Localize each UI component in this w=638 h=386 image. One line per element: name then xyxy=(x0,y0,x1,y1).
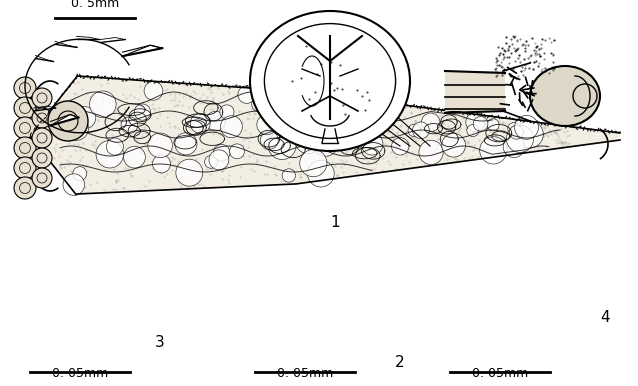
Text: 1: 1 xyxy=(330,215,339,230)
Ellipse shape xyxy=(530,66,600,126)
Circle shape xyxy=(205,156,218,168)
FancyBboxPatch shape xyxy=(445,71,505,111)
Circle shape xyxy=(144,81,163,100)
Circle shape xyxy=(374,102,396,124)
Circle shape xyxy=(14,177,36,199)
Circle shape xyxy=(345,121,364,140)
Circle shape xyxy=(282,169,295,182)
Circle shape xyxy=(32,168,52,188)
Circle shape xyxy=(124,146,145,168)
Circle shape xyxy=(107,138,123,155)
Circle shape xyxy=(348,122,366,139)
Circle shape xyxy=(473,116,488,131)
Circle shape xyxy=(419,140,443,164)
Text: 0. 05mm: 0. 05mm xyxy=(277,367,333,380)
Circle shape xyxy=(32,128,52,148)
Circle shape xyxy=(503,136,524,157)
Ellipse shape xyxy=(250,11,410,151)
Text: 0. 05mm: 0. 05mm xyxy=(52,367,108,380)
Circle shape xyxy=(14,97,36,119)
Circle shape xyxy=(220,105,234,119)
Circle shape xyxy=(32,108,52,128)
Circle shape xyxy=(392,138,409,155)
Circle shape xyxy=(190,113,210,133)
Circle shape xyxy=(366,120,380,135)
Circle shape xyxy=(63,174,85,195)
Circle shape xyxy=(175,133,197,155)
Circle shape xyxy=(96,141,124,168)
Text: 3: 3 xyxy=(155,335,165,350)
Text: 0. 05mm: 0. 05mm xyxy=(472,367,528,380)
Circle shape xyxy=(176,159,203,186)
Circle shape xyxy=(422,113,440,132)
Circle shape xyxy=(238,86,255,103)
Text: 2: 2 xyxy=(395,355,404,370)
Circle shape xyxy=(230,144,244,159)
Circle shape xyxy=(487,119,499,131)
Circle shape xyxy=(466,113,485,132)
Circle shape xyxy=(14,157,36,179)
Circle shape xyxy=(14,117,36,139)
Polygon shape xyxy=(122,45,163,56)
Circle shape xyxy=(510,125,523,139)
Circle shape xyxy=(515,115,538,139)
Circle shape xyxy=(358,121,371,134)
Circle shape xyxy=(148,133,172,157)
Circle shape xyxy=(32,88,52,108)
Circle shape xyxy=(332,109,346,123)
Circle shape xyxy=(257,115,277,135)
Polygon shape xyxy=(30,76,620,195)
Circle shape xyxy=(480,137,507,164)
Circle shape xyxy=(260,131,278,149)
Circle shape xyxy=(309,137,322,150)
Circle shape xyxy=(206,111,225,131)
Circle shape xyxy=(89,91,116,118)
Circle shape xyxy=(152,155,170,173)
Circle shape xyxy=(135,104,151,120)
Circle shape xyxy=(361,134,383,155)
Circle shape xyxy=(413,122,429,139)
Circle shape xyxy=(209,150,229,170)
Text: 4: 4 xyxy=(600,310,610,325)
Text: 0. 5mm: 0. 5mm xyxy=(71,0,119,10)
Circle shape xyxy=(73,107,96,129)
Circle shape xyxy=(467,124,479,137)
Circle shape xyxy=(73,167,87,181)
Circle shape xyxy=(32,148,52,168)
Circle shape xyxy=(507,125,533,152)
Circle shape xyxy=(221,116,242,138)
Circle shape xyxy=(213,144,230,161)
Circle shape xyxy=(48,101,88,141)
Circle shape xyxy=(508,123,520,135)
Circle shape xyxy=(408,124,420,137)
Circle shape xyxy=(14,137,36,159)
Circle shape xyxy=(64,116,89,141)
Circle shape xyxy=(308,160,334,187)
Circle shape xyxy=(305,124,325,143)
Circle shape xyxy=(14,77,36,99)
Polygon shape xyxy=(50,115,78,125)
Circle shape xyxy=(300,149,327,177)
Circle shape xyxy=(295,127,322,154)
Circle shape xyxy=(268,132,296,159)
Circle shape xyxy=(516,121,544,148)
Circle shape xyxy=(314,132,338,156)
Circle shape xyxy=(288,98,303,113)
Circle shape xyxy=(441,134,466,157)
Circle shape xyxy=(121,117,138,134)
Circle shape xyxy=(252,96,267,112)
